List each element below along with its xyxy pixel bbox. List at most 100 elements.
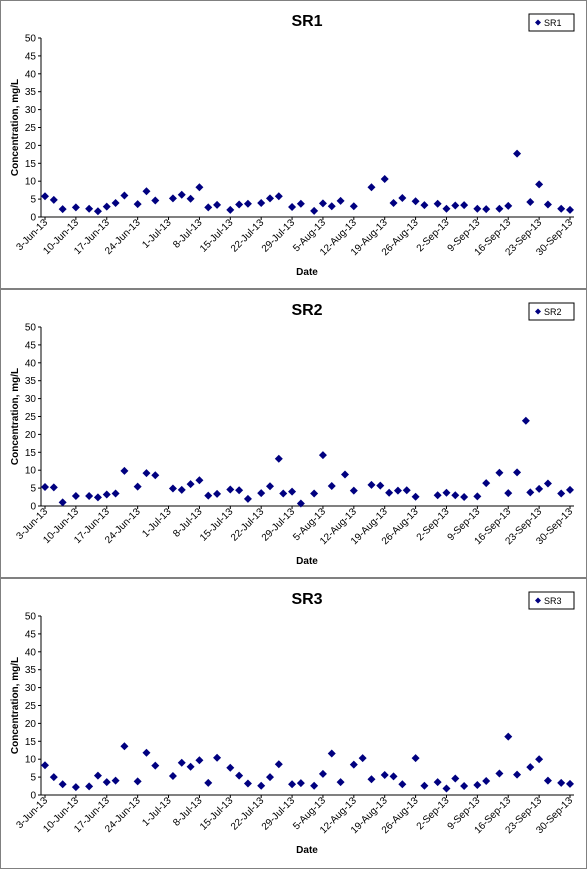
data-point xyxy=(318,451,327,460)
y-tick-label: 15 xyxy=(25,448,37,459)
x-tick-label: 1-Jul-13 xyxy=(140,506,174,540)
y-axis-label: Concentration, mg/L xyxy=(10,79,21,176)
data-point xyxy=(204,778,213,787)
data-point xyxy=(226,485,235,494)
y-tick-label: 5 xyxy=(30,773,36,784)
data-point xyxy=(49,195,58,204)
data-point xyxy=(243,494,252,503)
data-point xyxy=(58,498,67,507)
data-point xyxy=(433,778,442,787)
data-point xyxy=(460,493,469,502)
data-point xyxy=(279,489,288,498)
data-point xyxy=(420,781,429,790)
data-point xyxy=(327,481,336,490)
data-point xyxy=(380,770,389,779)
data-point xyxy=(566,205,574,214)
data-point xyxy=(385,488,394,497)
data-point xyxy=(442,488,451,497)
y-tick-label: 45 xyxy=(25,51,37,62)
y-tick-label: 45 xyxy=(25,340,37,351)
data-point xyxy=(213,753,222,762)
data-point xyxy=(367,183,376,192)
data-point xyxy=(41,483,49,492)
y-tick-label: 5 xyxy=(30,195,36,206)
data-point xyxy=(504,489,513,498)
data-point xyxy=(186,762,195,771)
data-point xyxy=(566,779,574,788)
y-tick-label: 40 xyxy=(25,647,37,658)
data-point xyxy=(451,774,460,783)
data-point xyxy=(398,194,407,203)
data-point xyxy=(177,190,186,199)
data-point xyxy=(495,769,504,778)
data-point xyxy=(142,187,151,196)
y-tick-label: 30 xyxy=(25,683,37,694)
data-point xyxy=(367,480,376,489)
data-point xyxy=(71,203,80,212)
data-point xyxy=(557,489,566,498)
data-point xyxy=(120,191,129,200)
y-tick-label: 5 xyxy=(30,484,36,495)
y-tick-label: 35 xyxy=(25,87,37,98)
x-tick-label: 2-Sep-13 xyxy=(415,795,452,832)
data-point xyxy=(296,779,305,788)
data-point xyxy=(336,196,345,205)
data-point xyxy=(195,183,204,192)
data-point xyxy=(257,781,266,790)
legend-label: SR2 xyxy=(544,307,562,317)
data-point xyxy=(557,204,566,213)
data-point xyxy=(102,490,111,499)
data-point xyxy=(376,481,385,490)
x-tick-label: 29-Jul-13 xyxy=(260,217,298,255)
data-point xyxy=(318,769,327,778)
data-point xyxy=(327,202,336,211)
legend-label: SR3 xyxy=(544,596,562,606)
data-point xyxy=(310,781,319,790)
data-point xyxy=(235,200,244,209)
data-point xyxy=(204,491,213,500)
data-point xyxy=(151,761,160,770)
data-point xyxy=(495,468,504,477)
data-point xyxy=(513,770,522,779)
data-point xyxy=(266,194,274,203)
data-point xyxy=(543,776,552,785)
data-point xyxy=(58,205,67,214)
data-point xyxy=(120,466,129,475)
data-point xyxy=(482,777,491,786)
y-tick-label: 0 xyxy=(30,502,36,513)
chart-svg-sr3: SR3051015202530354045503-Jun-1310-Jun-13… xyxy=(10,591,575,856)
data-point xyxy=(177,758,186,767)
chart-title: SR1 xyxy=(291,13,322,30)
data-point xyxy=(543,200,552,209)
data-point xyxy=(513,149,522,158)
data-point xyxy=(513,468,522,477)
data-point xyxy=(213,200,222,209)
data-point xyxy=(380,175,389,184)
x-tick-label: 29-Jul-13 xyxy=(260,795,298,833)
legend-marker xyxy=(535,19,541,26)
data-point xyxy=(460,201,469,210)
data-point xyxy=(349,486,358,495)
y-tick-label: 50 xyxy=(25,34,37,45)
x-axis-label: Date xyxy=(296,845,318,856)
data-point xyxy=(93,493,102,502)
data-point xyxy=(526,763,535,772)
data-point xyxy=(526,197,535,206)
data-point xyxy=(543,479,552,488)
data-point xyxy=(102,202,111,211)
data-point xyxy=(186,480,195,489)
chart-svg-sr2: SR2051015202530354045503-Jun-1310-Jun-13… xyxy=(10,302,575,567)
y-tick-label: 15 xyxy=(25,159,37,170)
data-point xyxy=(451,491,460,500)
data-point xyxy=(482,479,491,488)
data-point xyxy=(111,489,120,498)
chart-title: SR3 xyxy=(291,591,322,608)
data-point xyxy=(535,755,544,764)
chart-panel-sr1: SR1 0 5 10 15 20 25 30 35 40 45 50 3-Jun-13 10-Jun-13… xyxy=(0,0,587,289)
chart-panel-sr2: SR2 0 5 10 15 20 25 30 35 40 45 50 3-Jun-13 10-Jun-13… xyxy=(0,289,587,578)
y-axis-label: Concentration, mg/L xyxy=(10,657,21,754)
y-tick-label: 40 xyxy=(25,69,37,80)
data-point xyxy=(411,197,420,206)
data-point xyxy=(71,491,80,500)
data-point xyxy=(204,203,213,212)
